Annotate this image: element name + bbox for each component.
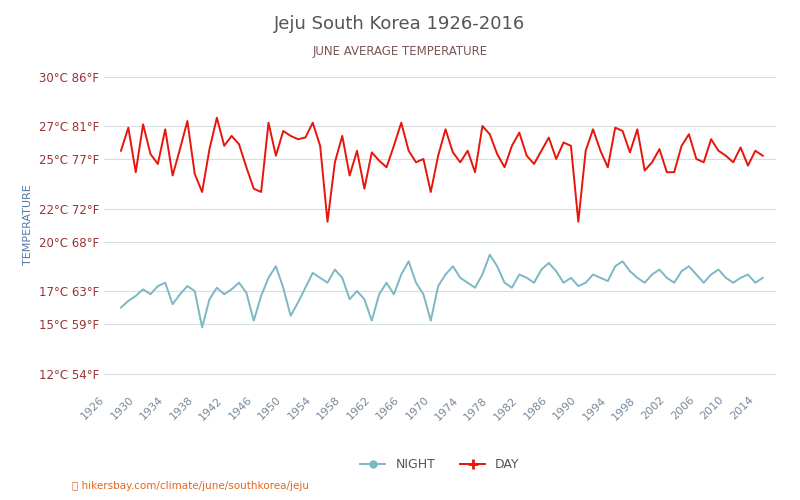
Y-axis label: TEMPERATURE: TEMPERATURE bbox=[23, 184, 34, 266]
Legend: NIGHT, DAY: NIGHT, DAY bbox=[355, 453, 525, 476]
Text: 📍 hikersbay.com/climate/june/southkorea/jeju: 📍 hikersbay.com/climate/june/southkorea/… bbox=[72, 481, 309, 491]
Text: Jeju South Korea 1926-2016: Jeju South Korea 1926-2016 bbox=[274, 15, 526, 33]
Text: JUNE AVERAGE TEMPERATURE: JUNE AVERAGE TEMPERATURE bbox=[313, 45, 487, 58]
